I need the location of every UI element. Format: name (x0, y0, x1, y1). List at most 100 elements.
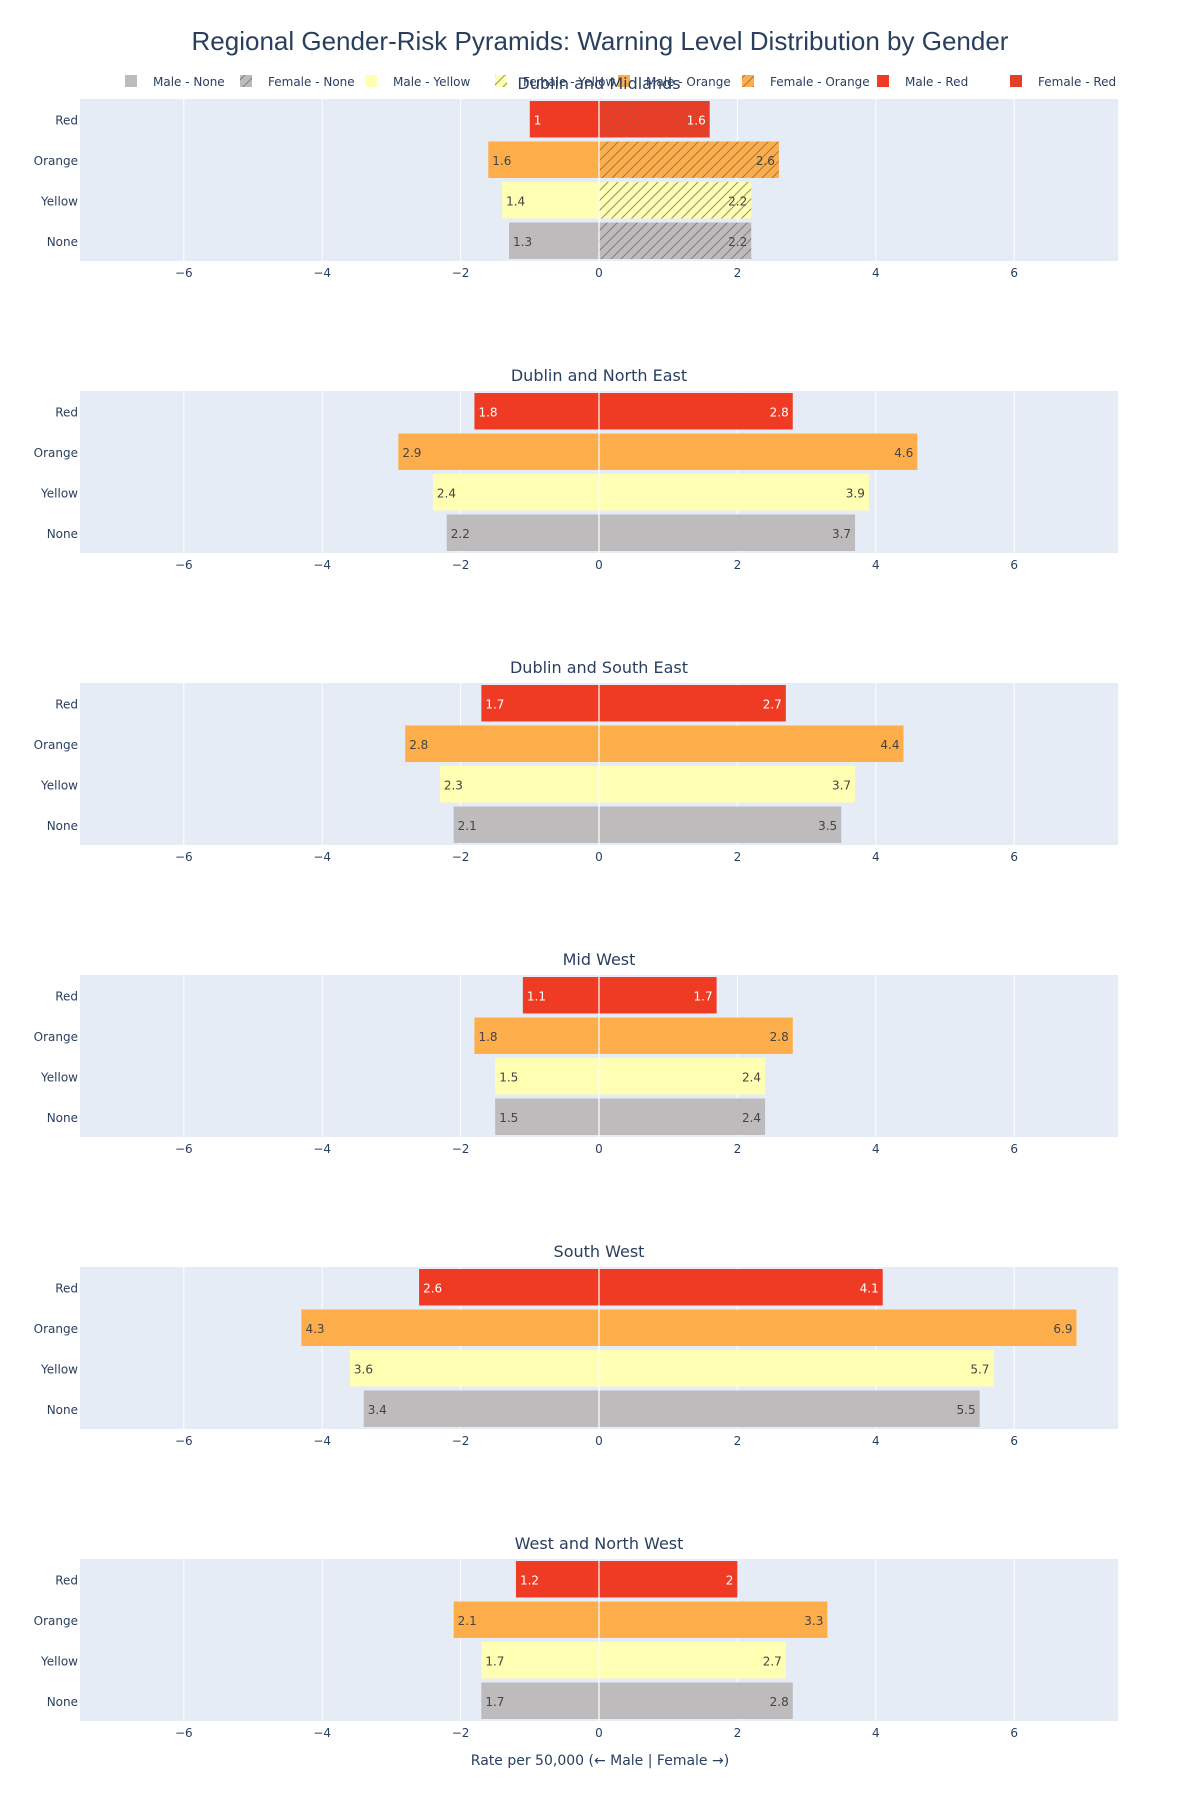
bar-label-female-red: 1.7 (694, 989, 713, 1003)
legend-label-female-red: Female - Red (1038, 75, 1116, 89)
bar-male-orange (453, 1601, 599, 1638)
x-tick-label: −2 (452, 1142, 470, 1156)
x-tick-label: −2 (452, 558, 470, 572)
bar-male-none (363, 1390, 599, 1427)
bar-male-yellow (502, 182, 599, 219)
legend-item-male-yellow: Male - Yellow (365, 75, 471, 89)
panel-dublin-and-midlands: Dublin and Midlands 1 1.6 Red 1.6 2.6 Orange 1.… (34, 74, 1118, 280)
legend-item-male-red: Male - Red (877, 75, 968, 89)
bar-label-male-orange: 2.8 (409, 738, 428, 752)
bar-label-male-red: 1.8 (478, 405, 497, 419)
bar-male-none (509, 222, 599, 259)
bar-female-yellow (599, 474, 869, 511)
legend-label-male-none: Male - None (153, 75, 225, 89)
bar-label-male-red: 1.7 (485, 697, 504, 711)
x-tick-label: 2 (734, 850, 742, 864)
bar-label-female-yellow: 3.7 (832, 778, 851, 792)
bar-male-orange (474, 1017, 599, 1054)
legend-swatch-male-orange (618, 75, 630, 87)
bar-label-male-yellow: 1.5 (499, 1070, 518, 1084)
bar-male-orange (301, 1309, 599, 1346)
bar-label-female-yellow: 2.7 (763, 1654, 782, 1668)
legend-label-male-orange: Male - Orange (646, 75, 731, 89)
panel-title-dublin-and-midlands: Dublin and Midlands (517, 74, 680, 93)
panel-dublin-and-north-east: Dublin and North East 1.8 2.8 Red 2.9 4.6 Oran… (34, 366, 1118, 572)
bar-male-orange (398, 433, 599, 470)
panels: Dublin and Midlands 1 1.6 Red 1.6 2.6 Orange 1.… (34, 74, 1118, 1740)
legend-label-female-orange: Female - Orange (770, 75, 870, 89)
y-tick-label-yellow: Yellow (40, 1654, 78, 1668)
x-tick-label: −2 (452, 850, 470, 864)
x-tick-label: 4 (872, 1434, 880, 1448)
bar-male-yellow (432, 474, 599, 511)
x-tick-label: −4 (313, 558, 331, 572)
bar-label-female-orange: 2.8 (770, 1030, 789, 1044)
legend-item-female-orange: Female - Orange (742, 75, 870, 89)
legend-swatch-male-yellow (365, 75, 377, 87)
bar-male-none (481, 1682, 599, 1719)
bar-label-male-orange: 2.1 (458, 1614, 477, 1628)
bar-female-yellow (599, 1058, 766, 1095)
legend-swatch-male-red (877, 75, 889, 87)
legend-label-male-red: Male - Red (905, 75, 968, 89)
bar-female-none (599, 806, 842, 843)
bar-label-male-orange: 2.9 (402, 446, 421, 460)
bar-label-female-orange: 6.9 (1053, 1322, 1072, 1336)
bar-male-none (495, 1098, 599, 1135)
legend-swatch-female-red (1010, 75, 1022, 87)
bar-label-female-red: 1.6 (687, 113, 706, 127)
bar-label-male-none: 2.1 (458, 819, 477, 833)
bar-female-red (599, 1269, 883, 1306)
y-tick-label-orange: Orange (34, 1322, 78, 1336)
legend-item-female-red: Female - Red (1010, 75, 1116, 89)
x-tick-label: 2 (734, 266, 742, 280)
bar-label-male-yellow: 3.6 (354, 1362, 373, 1376)
y-tick-label-red: Red (55, 697, 78, 711)
bar-label-female-none: 5.5 (957, 1403, 976, 1417)
bar-female-none (599, 514, 856, 551)
bar-label-male-red: 1.1 (527, 989, 546, 1003)
bar-female-yellow (599, 1350, 994, 1387)
bar-female-none (599, 1682, 793, 1719)
bar-label-female-yellow: 5.7 (970, 1362, 989, 1376)
bar-label-male-yellow: 1.4 (506, 194, 525, 208)
bar-label-male-yellow: 2.4 (437, 486, 456, 500)
bar-label-male-red: 1 (534, 113, 542, 127)
bar-male-yellow (439, 766, 599, 803)
bar-label-female-orange: 2.6 (756, 154, 775, 168)
bar-female-red (599, 1561, 738, 1598)
bar-female-orange (599, 725, 904, 762)
x-tick-label: 0 (595, 1434, 603, 1448)
bar-male-none (446, 514, 599, 551)
panel-title-dublin-and-north-east: Dublin and North East (511, 366, 687, 385)
y-tick-label-yellow: Yellow (40, 1362, 78, 1376)
x-tick-label: −4 (313, 1434, 331, 1448)
bar-label-female-yellow: 3.9 (846, 486, 865, 500)
x-tick-label: 6 (1010, 1726, 1018, 1740)
bar-female-orange (599, 1601, 828, 1638)
bar-label-female-orange: 4.4 (880, 738, 899, 752)
x-tick-label: −2 (452, 1434, 470, 1448)
x-tick-label: −4 (313, 266, 331, 280)
bar-label-female-yellow: 2.4 (742, 1070, 761, 1084)
bar-label-male-none: 1.7 (485, 1695, 504, 1709)
y-tick-label-orange: Orange (34, 738, 78, 752)
bar-label-male-none: 1.5 (499, 1111, 518, 1125)
legend-item-female-none: Female - None (240, 75, 355, 89)
panel-west-and-north-west: West and North West 1.2 2 Red 2.1 3.3 Orange 1.… (34, 1534, 1118, 1740)
legend-label-female-yellow: Female - Yellow (523, 75, 615, 89)
bar-label-female-none: 3.5 (818, 819, 837, 833)
y-tick-label-none: None (47, 1403, 78, 1417)
x-tick-label: 0 (595, 1726, 603, 1740)
bar-male-red (474, 393, 599, 430)
bar-label-female-red: 4.1 (860, 1281, 879, 1295)
x-tick-label: 6 (1010, 1434, 1018, 1448)
y-tick-label-yellow: Yellow (40, 778, 78, 792)
panel-title-west-and-north-west: West and North West (515, 1534, 684, 1553)
bar-label-female-red: 2 (726, 1573, 734, 1587)
bar-female-red (599, 977, 717, 1014)
x-tick-label: 4 (872, 850, 880, 864)
legend-swatch-female-none (240, 75, 252, 87)
bar-female-none (599, 1098, 766, 1135)
legend: Male - None Female - None Male - Yellow Fem… (125, 75, 1116, 89)
